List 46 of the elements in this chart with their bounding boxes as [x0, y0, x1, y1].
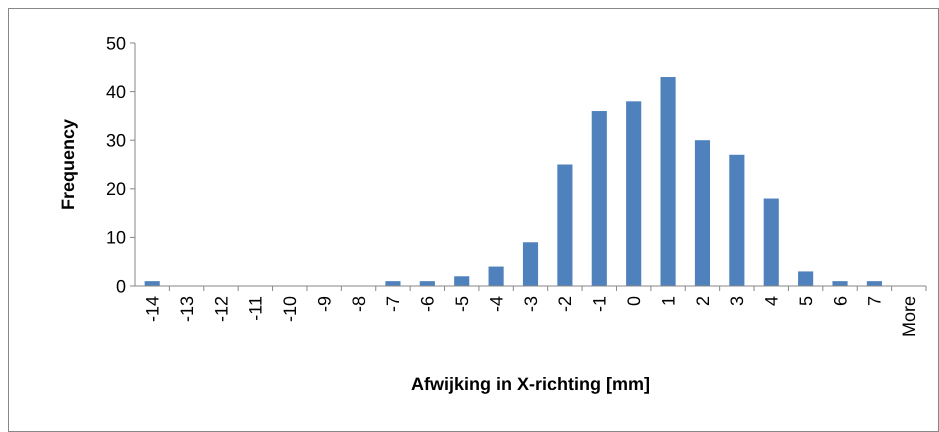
y-tick-label: 40: [106, 82, 126, 102]
x-tick-label: 2: [692, 296, 713, 306]
bar: [522, 242, 538, 286]
bar: [488, 266, 504, 286]
x-tick-label: -3: [520, 296, 541, 312]
y-tick-label: 20: [106, 179, 126, 200]
bar: [694, 140, 710, 286]
x-tick-label: -9: [314, 296, 334, 312]
bar: [866, 281, 882, 286]
bar: [144, 281, 160, 286]
y-axis-title: Frequency: [58, 118, 78, 210]
x-tick-label: 1: [658, 296, 678, 306]
bar: [626, 101, 642, 286]
y-tick-label: 10: [106, 228, 126, 248]
x-tick-label: More: [899, 296, 920, 338]
x-tick-label: 7: [864, 296, 885, 306]
x-tick-label: -7: [383, 296, 404, 312]
x-tick-label: -12: [211, 296, 232, 322]
x-tick-label: -2: [555, 296, 576, 312]
x-tick-label: -1: [590, 296, 610, 312]
bar: [660, 77, 676, 286]
x-tick-label: 4: [762, 296, 782, 306]
x-tick-label: 3: [727, 296, 748, 306]
x-tick-label: 6: [830, 296, 850, 306]
x-tick-label: 0: [624, 296, 644, 306]
x-tick-label: -14: [142, 296, 162, 322]
x-tick-label: -11: [246, 296, 266, 321]
bar: [798, 271, 814, 286]
y-tick-label: 30: [106, 130, 126, 150]
bar: [385, 281, 400, 286]
bar: [764, 198, 779, 286]
x-tick-label: -6: [418, 296, 438, 312]
bar: [592, 111, 607, 286]
bar: [454, 276, 470, 286]
x-axis-title: Afwijking in X-richting [mm]: [411, 374, 650, 394]
y-tick-label: 50: [106, 33, 126, 54]
bar: [832, 281, 848, 286]
x-tick-label: -13: [176, 296, 197, 322]
x-tick-label: 5: [796, 296, 816, 306]
x-tick-label: -8: [348, 296, 369, 312]
bar: [557, 164, 572, 286]
bar: [729, 154, 744, 286]
x-tick-label: -4: [486, 296, 506, 312]
bar: [420, 281, 435, 286]
x-tick-label: -5: [452, 296, 472, 312]
x-tick-label: -10: [280, 296, 300, 322]
